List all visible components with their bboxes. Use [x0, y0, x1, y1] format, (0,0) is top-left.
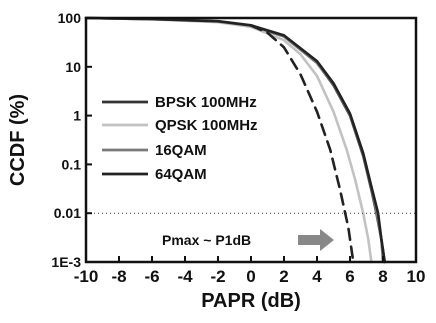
x-tick-label: -4: [177, 267, 193, 286]
ticks-layer: [85, 17, 417, 263]
legend-label-16qam: 16QAM: [155, 142, 207, 159]
series-line-4: [249, 24, 355, 264]
x-axis-title: PAPR (dB): [201, 290, 301, 312]
tick-labels-layer: -10 -8 -6 -4 -2 0 2 4 6 8 10 100 10 1 0.1 0.01 1E-3: [51, 10, 425, 286]
x-tick-label: 0: [246, 267, 255, 286]
x-tick-label: -10: [74, 267, 99, 286]
legend-label-64qam: 64QAM: [155, 166, 207, 183]
x-tick-label: 2: [279, 267, 288, 286]
y-tick-label: 100: [58, 10, 82, 26]
x-tick-label: 4: [312, 267, 322, 286]
series-layer: [84, 16, 386, 264]
series-line-2: [84, 16, 385, 264]
annotation-arrow: [298, 229, 334, 251]
y-tick-label: 10: [65, 59, 81, 75]
y-tick-label: 0.1: [62, 156, 82, 172]
x-tick-label: 10: [407, 267, 426, 286]
x-tick-label: 8: [378, 267, 387, 286]
y-tick-label: 1E-3: [51, 254, 81, 270]
legend-label-bpsk: BPSK 100MHz: [155, 94, 257, 111]
annotation-label: Pmax ~ P1dB: [162, 232, 251, 248]
x-tick-label: -2: [210, 267, 225, 286]
y-axis-title: CCDF (%): [7, 94, 29, 186]
y-tick-label: 0.01: [54, 205, 81, 221]
series-line-0: [84, 16, 386, 264]
y-tick-label: 1: [73, 108, 81, 124]
x-tick-label: -8: [111, 267, 126, 286]
legend-label-qpsk: QPSK 100MHz: [155, 117, 258, 134]
series-line-3: [84, 16, 386, 264]
x-tick-label: -6: [144, 267, 159, 286]
legend: BPSK 100MHz QPSK 100MHz 16QAM 64QAM: [102, 94, 258, 183]
x-tick-label: 6: [345, 267, 354, 286]
series-line-1: [84, 16, 373, 264]
